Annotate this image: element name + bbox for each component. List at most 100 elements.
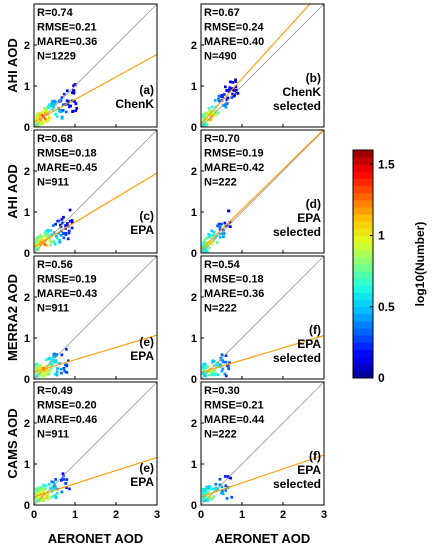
density-cell [61,472,65,475]
y-tick-label: 2 [24,292,30,304]
stat-line: RMSE=0.18 [204,274,264,286]
density-cell [229,80,232,84]
density-cell [205,370,208,374]
density-cell [64,232,68,235]
density-cell [43,117,47,121]
density-cell [42,110,45,114]
regression-fit-line [33,456,158,498]
panel-tag-line: selected [273,477,321,491]
density-cell [50,240,53,244]
density-cell [50,100,54,103]
density-cell [208,235,212,239]
panel-tag-line: EPA [297,463,321,477]
density-cell [52,104,55,108]
density-cell [34,247,38,250]
regression-fit-line [33,53,158,123]
colorbar-band [353,321,373,329]
y-tick-label: 1 [24,207,30,219]
density-cell [202,488,205,492]
colorbar-band [353,292,373,301]
density-cell [50,233,54,236]
density-cell [205,241,208,244]
colorbar-band [353,349,373,358]
colorbar-tick-label: 0.5 [378,300,395,314]
density-cell [41,496,45,500]
density-cell [72,91,76,95]
density-cell [72,84,75,88]
density-cell [228,361,231,365]
density-cell [224,489,228,492]
density-cell [204,366,207,370]
density-cell [41,366,45,370]
density-cell [73,100,76,103]
density-cell [221,358,224,362]
density-cell [213,237,216,240]
stat-line: N=222 [204,177,237,189]
density-cell [35,240,38,244]
density-cell [205,499,208,502]
density-cell [207,373,210,377]
colorbar-band [353,199,373,208]
stat-line: R=0.56 [37,259,73,271]
density-cell [63,363,67,367]
density-cell [38,364,42,368]
panel-tag-line: ChenK [115,97,154,111]
x-tick-label: 3 [154,509,160,521]
density-cell [45,368,49,371]
density-cell [37,493,40,496]
colorbar-band [353,235,373,244]
density-cell [61,221,64,225]
density-cell [214,111,217,115]
density-cell [50,363,54,367]
colorbar-band [353,335,373,343]
density-cell [221,490,224,493]
density-cell [46,371,49,375]
density-cell [204,237,208,240]
density-cell [45,120,48,124]
stat-line: N=911 [37,429,69,441]
density-cell [213,369,216,372]
density-cell [202,241,206,245]
density-cell [48,106,51,110]
density-cell [67,105,71,109]
density-cell [216,373,220,377]
density-cell [222,235,225,239]
density-cell [233,93,236,97]
density-cell [204,495,208,498]
colorbar-tick-label: 0 [378,371,385,385]
density-cell [55,370,59,374]
density-cell [51,108,55,112]
density-cell [202,365,205,368]
density-cell [34,238,38,242]
y-tick-label: 2 [191,418,197,430]
stat-line: R=0.68 [37,133,73,145]
panel-tag-line: (c) [139,209,154,223]
density-cell [48,239,52,243]
density-cell [66,222,69,225]
one-to-one-line [33,255,158,380]
density-cell [65,347,68,351]
density-cell [39,494,43,498]
density-cell [229,225,232,228]
density-cell [209,118,212,122]
density-cell [60,117,64,120]
density-cell [37,488,41,492]
panel-frame [200,3,325,128]
density-cell [74,83,77,87]
density-cell [48,486,52,490]
density-cell [68,208,72,212]
density-cell [222,93,226,96]
density-cell [52,494,56,498]
y-tick-label: 0 [24,500,30,512]
density-cell [60,371,63,375]
density-cell [57,232,60,235]
stat-line: RMSE=0.24 [204,22,264,34]
panel-frame [33,255,158,380]
y-axis-title: MERRA2 AOD [5,274,20,361]
density-cell [41,371,45,374]
density-cell [55,234,58,238]
density-cell [51,103,54,106]
colorbar-band [353,299,373,308]
regression-fit-line [33,172,158,248]
density-cell [49,243,52,247]
